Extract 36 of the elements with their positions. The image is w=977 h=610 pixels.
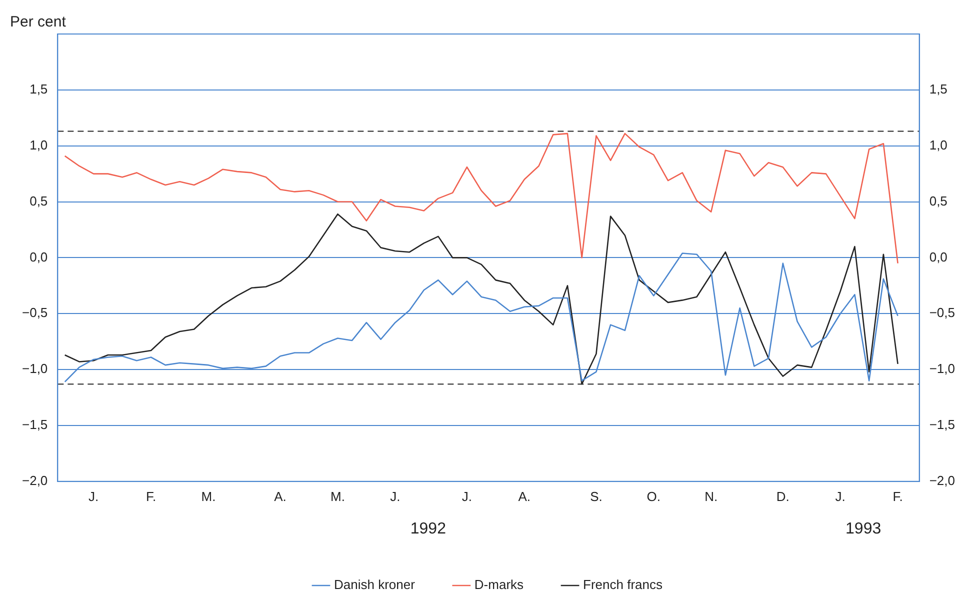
- text: 1992: [410, 520, 446, 538]
- x-tick-label: O.: [646, 488, 661, 504]
- x-tick-label: D.: [776, 488, 790, 504]
- x-tick-label: J.: [835, 488, 846, 504]
- x-tick-label: N.: [704, 488, 718, 504]
- y-tick-label: 1,5: [30, 82, 48, 97]
- legend-label: Danish kroner: [334, 577, 416, 592]
- x-tick-label: J.: [390, 488, 400, 504]
- x-tick-label: A.: [518, 488, 531, 504]
- y2-tick-label: 0,5: [929, 193, 948, 208]
- y2-tick-label: −1,5: [929, 417, 956, 432]
- y-tick-label: −0,5: [22, 305, 48, 320]
- y-tick-label: −2,0: [22, 472, 48, 488]
- x-tick-label: M.: [330, 488, 345, 504]
- x-tick-label: M.: [201, 488, 216, 504]
- y-tick-label: −1,0: [22, 361, 48, 376]
- x-tick-label: F.: [146, 488, 156, 504]
- legend-label: French francs: [583, 577, 663, 592]
- y-tick-label: 1,0: [30, 137, 48, 152]
- x-tick-label: A.: [274, 488, 286, 504]
- text: 1993: [846, 520, 882, 538]
- y2-tick-label: −1,0: [929, 361, 956, 376]
- y2-tick-label: 1,5: [929, 82, 948, 97]
- y2-tick-label: −2,0: [929, 472, 956, 488]
- y2-tick-label: 0,0: [929, 249, 948, 264]
- y-tick-label: 0,5: [30, 193, 48, 208]
- x-tick-label: J.: [462, 488, 472, 504]
- y2-tick-label: 1,0: [929, 137, 948, 152]
- x-tick-label: F.: [892, 488, 903, 504]
- y-tick-label: 0,0: [30, 249, 48, 264]
- x-tick-label: J.: [88, 488, 99, 504]
- y-tick-label: −1,5: [22, 417, 48, 432]
- y-axis-title: Per cent: [10, 14, 67, 31]
- y2-tick-label: −0,5: [929, 305, 956, 320]
- x-tick-label: S.: [590, 488, 602, 504]
- legend-label: D-marks: [474, 577, 524, 592]
